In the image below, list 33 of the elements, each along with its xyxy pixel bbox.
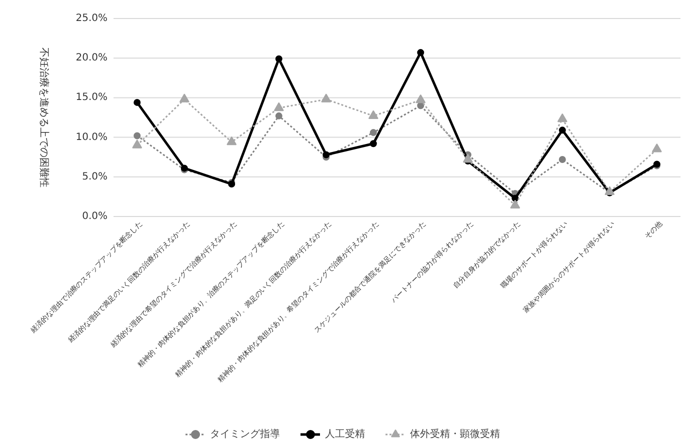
y-tick-label: 5.0% bbox=[82, 171, 108, 182]
point bbox=[652, 143, 662, 152]
y-axis-title: 不妊治療を進める上での困難性 bbox=[38, 48, 50, 188]
point bbox=[417, 49, 424, 56]
point bbox=[370, 129, 377, 136]
point bbox=[321, 94, 332, 102]
point bbox=[604, 186, 615, 196]
point bbox=[132, 140, 142, 148]
point bbox=[557, 113, 568, 122]
point bbox=[368, 110, 378, 120]
point bbox=[462, 154, 473, 163]
point bbox=[370, 140, 377, 148]
point bbox=[510, 200, 520, 209]
point bbox=[134, 98, 141, 106]
point bbox=[417, 102, 424, 110]
y-tick-label: 0.0% bbox=[82, 211, 108, 222]
point bbox=[275, 112, 282, 120]
point bbox=[134, 132, 141, 140]
legend-label: タイミング指導 bbox=[210, 428, 280, 441]
point bbox=[322, 151, 330, 158]
point bbox=[226, 136, 237, 146]
legend-label: 体外受精・顕微受精 bbox=[410, 428, 500, 441]
y-tick-label: 25.0% bbox=[76, 13, 108, 24]
y-tick-label: 15.0% bbox=[76, 92, 108, 104]
y-tick-label: 20.0% bbox=[76, 52, 108, 64]
point bbox=[275, 55, 282, 62]
point bbox=[558, 156, 566, 163]
y-tick-label: 10.0% bbox=[76, 132, 108, 143]
point bbox=[416, 94, 426, 104]
legend-label: 人工受精 bbox=[325, 428, 365, 441]
point bbox=[274, 102, 284, 112]
point bbox=[179, 94, 190, 102]
point bbox=[558, 126, 566, 134]
